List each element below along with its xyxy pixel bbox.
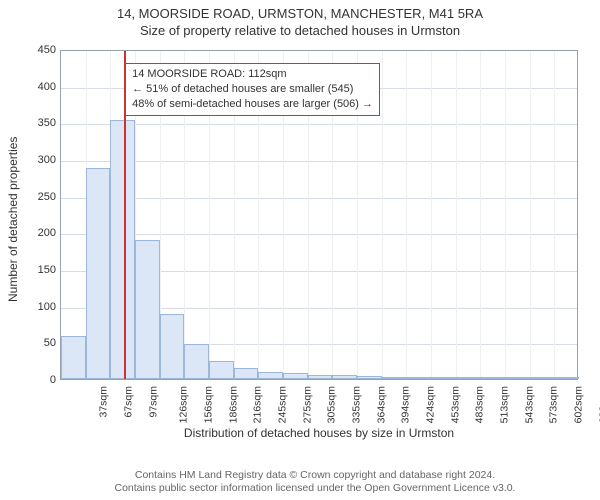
title-subtitle: Size of property relative to detached ho… xyxy=(0,23,600,38)
chart-container: Number of detached properties Distributi… xyxy=(0,44,600,444)
histogram-bar xyxy=(184,344,209,379)
grid-line xyxy=(554,51,555,379)
x-tick-label: 602sqm xyxy=(572,386,584,423)
grid-line xyxy=(406,51,407,379)
grid-line xyxy=(382,51,383,379)
grid-line xyxy=(530,51,531,379)
histogram-bar xyxy=(554,377,579,379)
x-tick-label: 216sqm xyxy=(252,386,264,423)
histogram-bar xyxy=(135,240,160,379)
x-tick-label: 573sqm xyxy=(548,386,560,423)
histogram-bar xyxy=(308,375,333,379)
footer-line1: Contains HM Land Registry data © Crown c… xyxy=(40,469,590,483)
grid-line xyxy=(480,51,481,379)
y-tick-label: 300 xyxy=(16,154,56,166)
grid-line xyxy=(61,161,577,162)
callout-box: 14 MOORSIDE ROAD: 112sqm← 51% of detache… xyxy=(125,63,380,116)
histogram-bar xyxy=(332,375,357,379)
histogram-bar xyxy=(406,377,431,379)
footer-attribution: Contains HM Land Registry data © Crown c… xyxy=(40,469,590,496)
x-tick-label: 67sqm xyxy=(123,386,135,418)
grid-line xyxy=(456,51,457,379)
histogram-bar xyxy=(61,336,86,379)
histogram-bar xyxy=(530,377,555,379)
x-tick-label: 37sqm xyxy=(98,386,110,418)
x-tick-label: 97sqm xyxy=(147,386,159,418)
grid-line xyxy=(61,124,577,125)
x-tick-label: 126sqm xyxy=(178,386,190,423)
histogram-bar xyxy=(283,373,308,379)
grid-line xyxy=(61,234,577,235)
y-tick-label: 350 xyxy=(16,117,56,129)
y-tick-label: 450 xyxy=(16,44,56,56)
histogram-bar xyxy=(258,372,283,379)
callout-line: ← 51% of detached houses are smaller (54… xyxy=(132,82,373,97)
histogram-bar xyxy=(505,377,530,379)
histogram-bar xyxy=(480,377,505,379)
x-tick-label: 453sqm xyxy=(449,386,461,423)
x-tick-label: 305sqm xyxy=(326,386,338,423)
histogram-bar xyxy=(382,377,407,379)
x-tick-label: 483sqm xyxy=(474,386,486,423)
footer-line2: Contains public sector information licen… xyxy=(40,482,590,496)
x-tick-label: 543sqm xyxy=(523,386,535,423)
x-tick-label: 275sqm xyxy=(301,386,313,423)
x-tick-label: 186sqm xyxy=(227,386,239,423)
histogram-bar xyxy=(234,368,259,379)
x-tick-label: 364sqm xyxy=(375,386,387,423)
x-tick-label: 424sqm xyxy=(424,386,436,423)
grid-line xyxy=(505,51,506,379)
histogram-bar xyxy=(209,361,234,379)
y-tick-label: 100 xyxy=(16,301,56,313)
x-tick-label: 245sqm xyxy=(276,386,288,423)
histogram-bar xyxy=(357,376,382,379)
title-address: 14, MOORSIDE ROAD, URMSTON, MANCHESTER, … xyxy=(0,6,600,21)
callout-line: 48% of semi-detached houses are larger (… xyxy=(132,97,373,112)
histogram-bar xyxy=(160,314,185,379)
y-tick-label: 0 xyxy=(16,374,56,386)
y-tick-label: 50 xyxy=(16,337,56,349)
y-tick-label: 150 xyxy=(16,264,56,276)
histogram-bar xyxy=(86,168,111,379)
y-tick-label: 250 xyxy=(16,191,56,203)
histogram-bar xyxy=(110,120,135,379)
x-tick-label: 335sqm xyxy=(350,386,362,423)
x-tick-label: 156sqm xyxy=(202,386,214,423)
grid-line xyxy=(61,198,577,199)
grid-line xyxy=(431,51,432,379)
histogram-bar xyxy=(456,377,481,379)
x-tick-label: 513sqm xyxy=(498,386,510,423)
histogram-bar xyxy=(431,377,456,379)
x-tick-label: 394sqm xyxy=(400,386,412,423)
x-axis-label: Distribution of detached houses by size … xyxy=(60,426,578,440)
y-tick-label: 400 xyxy=(16,81,56,93)
y-tick-label: 200 xyxy=(16,227,56,239)
callout-line: 14 MOORSIDE ROAD: 112sqm xyxy=(132,67,373,82)
chart-title-block: 14, MOORSIDE ROAD, URMSTON, MANCHESTER, … xyxy=(0,0,600,38)
